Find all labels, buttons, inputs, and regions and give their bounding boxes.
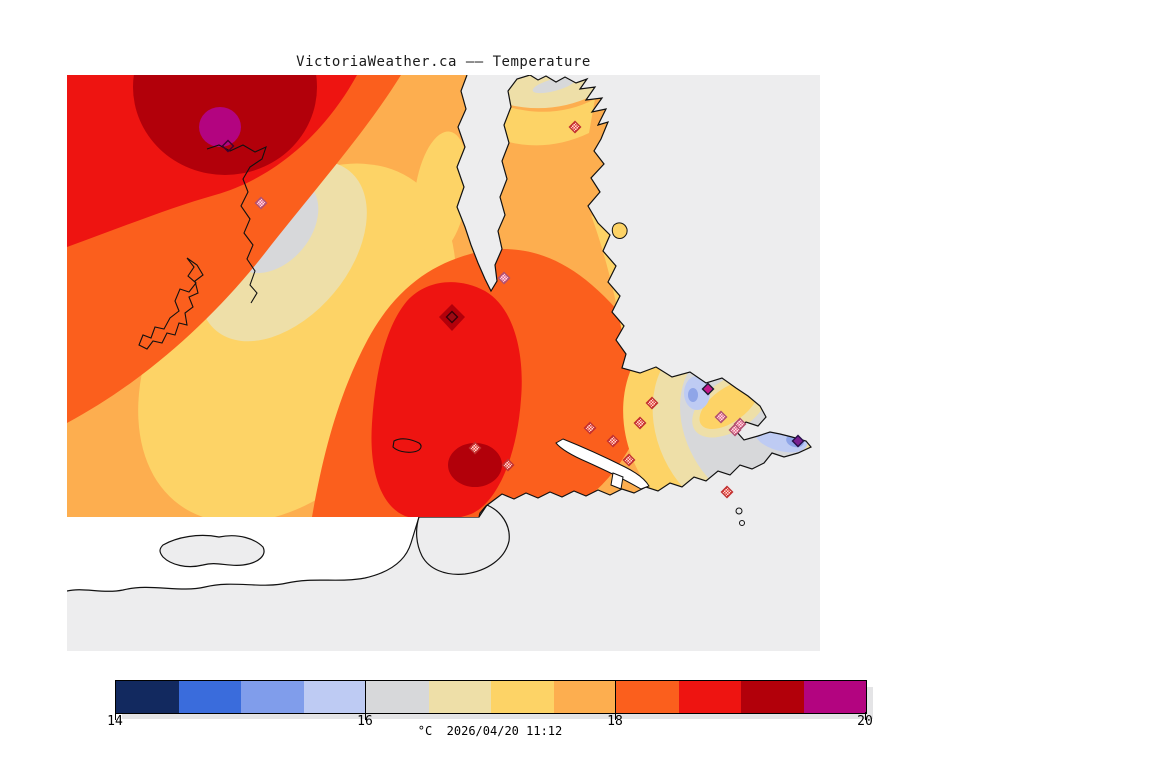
station-marker — [728, 423, 742, 437]
creek-line — [206, 144, 267, 304]
colorbar-segment — [428, 681, 491, 713]
island-outline — [159, 534, 265, 568]
timestamp: 2026/04/20 11:12 — [446, 724, 563, 738]
station-marker — [468, 441, 482, 455]
colorbar-divider-18 — [615, 680, 616, 714]
colorbar-tick — [115, 712, 116, 720]
colorbar-caption: °C 2026/04/20 11:12 — [115, 724, 865, 738]
temperature-map — [67, 75, 820, 651]
colorbar-segment — [303, 681, 366, 713]
unit-label: °C — [417, 724, 433, 738]
colorbar-tick — [865, 712, 866, 720]
basin-outline — [138, 257, 204, 350]
colorbar-segment — [241, 681, 304, 713]
map-canvas — [67, 75, 820, 651]
islet-south-1 — [735, 507, 743, 515]
peninsula-coastline — [456, 75, 812, 518]
station-marker — [714, 410, 728, 424]
colorbar-segment — [741, 681, 804, 713]
page-title: VictoriaWeather.ca —— Temperature — [296, 54, 591, 70]
colorbar-segment — [178, 681, 241, 713]
colorbar-segment — [803, 681, 866, 713]
station-marker — [633, 416, 647, 430]
station-marker — [445, 310, 459, 324]
station-marker — [606, 434, 620, 448]
station-marker — [583, 421, 597, 435]
station-marker — [254, 196, 268, 210]
station-marker — [701, 382, 715, 396]
station-marker — [221, 139, 235, 153]
islet-outline — [611, 222, 628, 239]
colorbar-segment — [616, 681, 679, 713]
colorbar-segment — [116, 681, 179, 713]
colorbar-segment — [678, 681, 741, 713]
south-shore-land — [416, 504, 510, 575]
colorbar-segment — [553, 681, 616, 713]
station-marker — [720, 485, 734, 499]
station-marker — [501, 458, 515, 472]
colorbar-tick-label: 16 — [357, 714, 373, 729]
station-marker — [622, 453, 636, 467]
colorbar-tick-label: 20 — [857, 714, 873, 729]
lake-outline — [392, 438, 422, 453]
colorbar-tick — [365, 712, 366, 720]
colorbar-segment — [366, 681, 429, 713]
colorbar-tick — [615, 712, 616, 720]
colorbar — [115, 680, 867, 714]
station-markers — [221, 120, 805, 499]
olympic-coastline — [67, 516, 420, 592]
station-marker — [497, 271, 511, 285]
islet-south-2 — [739, 520, 745, 526]
colorbar-divider-16 — [365, 680, 366, 714]
harbour-channel — [555, 438, 650, 490]
harbour-notch — [610, 472, 624, 490]
station-marker — [645, 396, 659, 410]
colorbar-tick-label: 14 — [107, 714, 123, 729]
colorbar-segment — [491, 681, 554, 713]
station-marker — [568, 120, 582, 134]
colorbar-tick-label: 18 — [607, 714, 623, 729]
station-marker — [791, 434, 805, 448]
